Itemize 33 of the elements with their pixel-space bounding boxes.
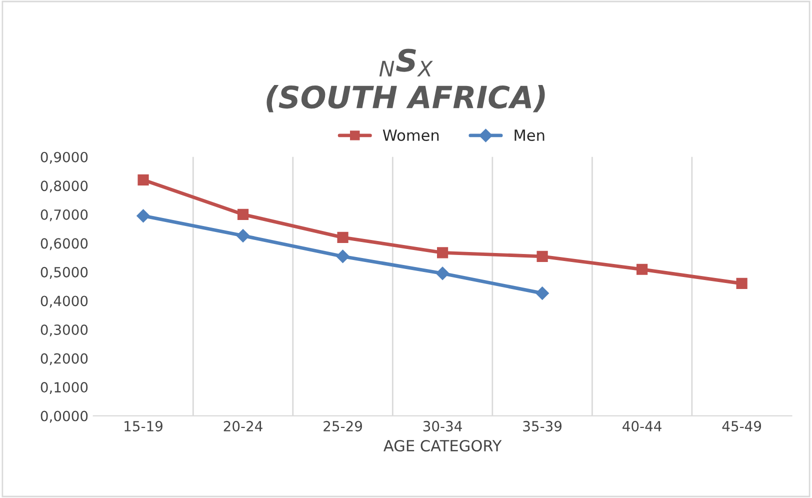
- x-tick-label: 40-44: [622, 420, 662, 432]
- x-tick-label: 45-49: [722, 420, 762, 432]
- point: [336, 250, 350, 264]
- point: [636, 264, 648, 275]
- point: [436, 266, 450, 280]
- legend-label: Men: [514, 130, 544, 142]
- y-tick-label: 0,5000: [40, 266, 88, 279]
- point: [237, 208, 249, 220]
- x-tick-label: 20-24: [224, 420, 262, 432]
- y-tick-label: 0,0000: [40, 410, 88, 423]
- y-tick-label: 0,8000: [40, 180, 88, 193]
- x-tick-label: 30-34: [423, 420, 462, 432]
- point: [536, 286, 549, 300]
- y-tick-label: 0,4000: [40, 296, 88, 308]
- y-tick-label: 0,7000: [40, 209, 88, 222]
- y-tick-label: 0,9000: [40, 152, 88, 164]
- x-axis-title: AGE CATEGORY: [384, 440, 502, 452]
- point: [236, 229, 250, 242]
- x-tick-label: 35-39: [523, 420, 562, 432]
- point: [736, 278, 748, 290]
- point: [536, 250, 548, 262]
- x-tick-label: 15-19: [124, 420, 162, 432]
- point: [337, 232, 348, 243]
- x-tick-label: 25-29: [324, 420, 362, 432]
- chart-title: $_{N}$S$_{X}$ (SOUTH AFRICA): [266, 48, 545, 112]
- y-tick-label: 0,1000: [40, 382, 88, 394]
- point: [136, 209, 150, 222]
- point: [436, 247, 448, 258]
- y-tick-label: 0,2000: [40, 353, 88, 366]
- y-tick-label: 0,3000: [40, 324, 88, 336]
- point: [138, 174, 149, 186]
- legend-label: Women: [382, 130, 439, 142]
- y-tick-label: 0,6000: [40, 238, 88, 250]
